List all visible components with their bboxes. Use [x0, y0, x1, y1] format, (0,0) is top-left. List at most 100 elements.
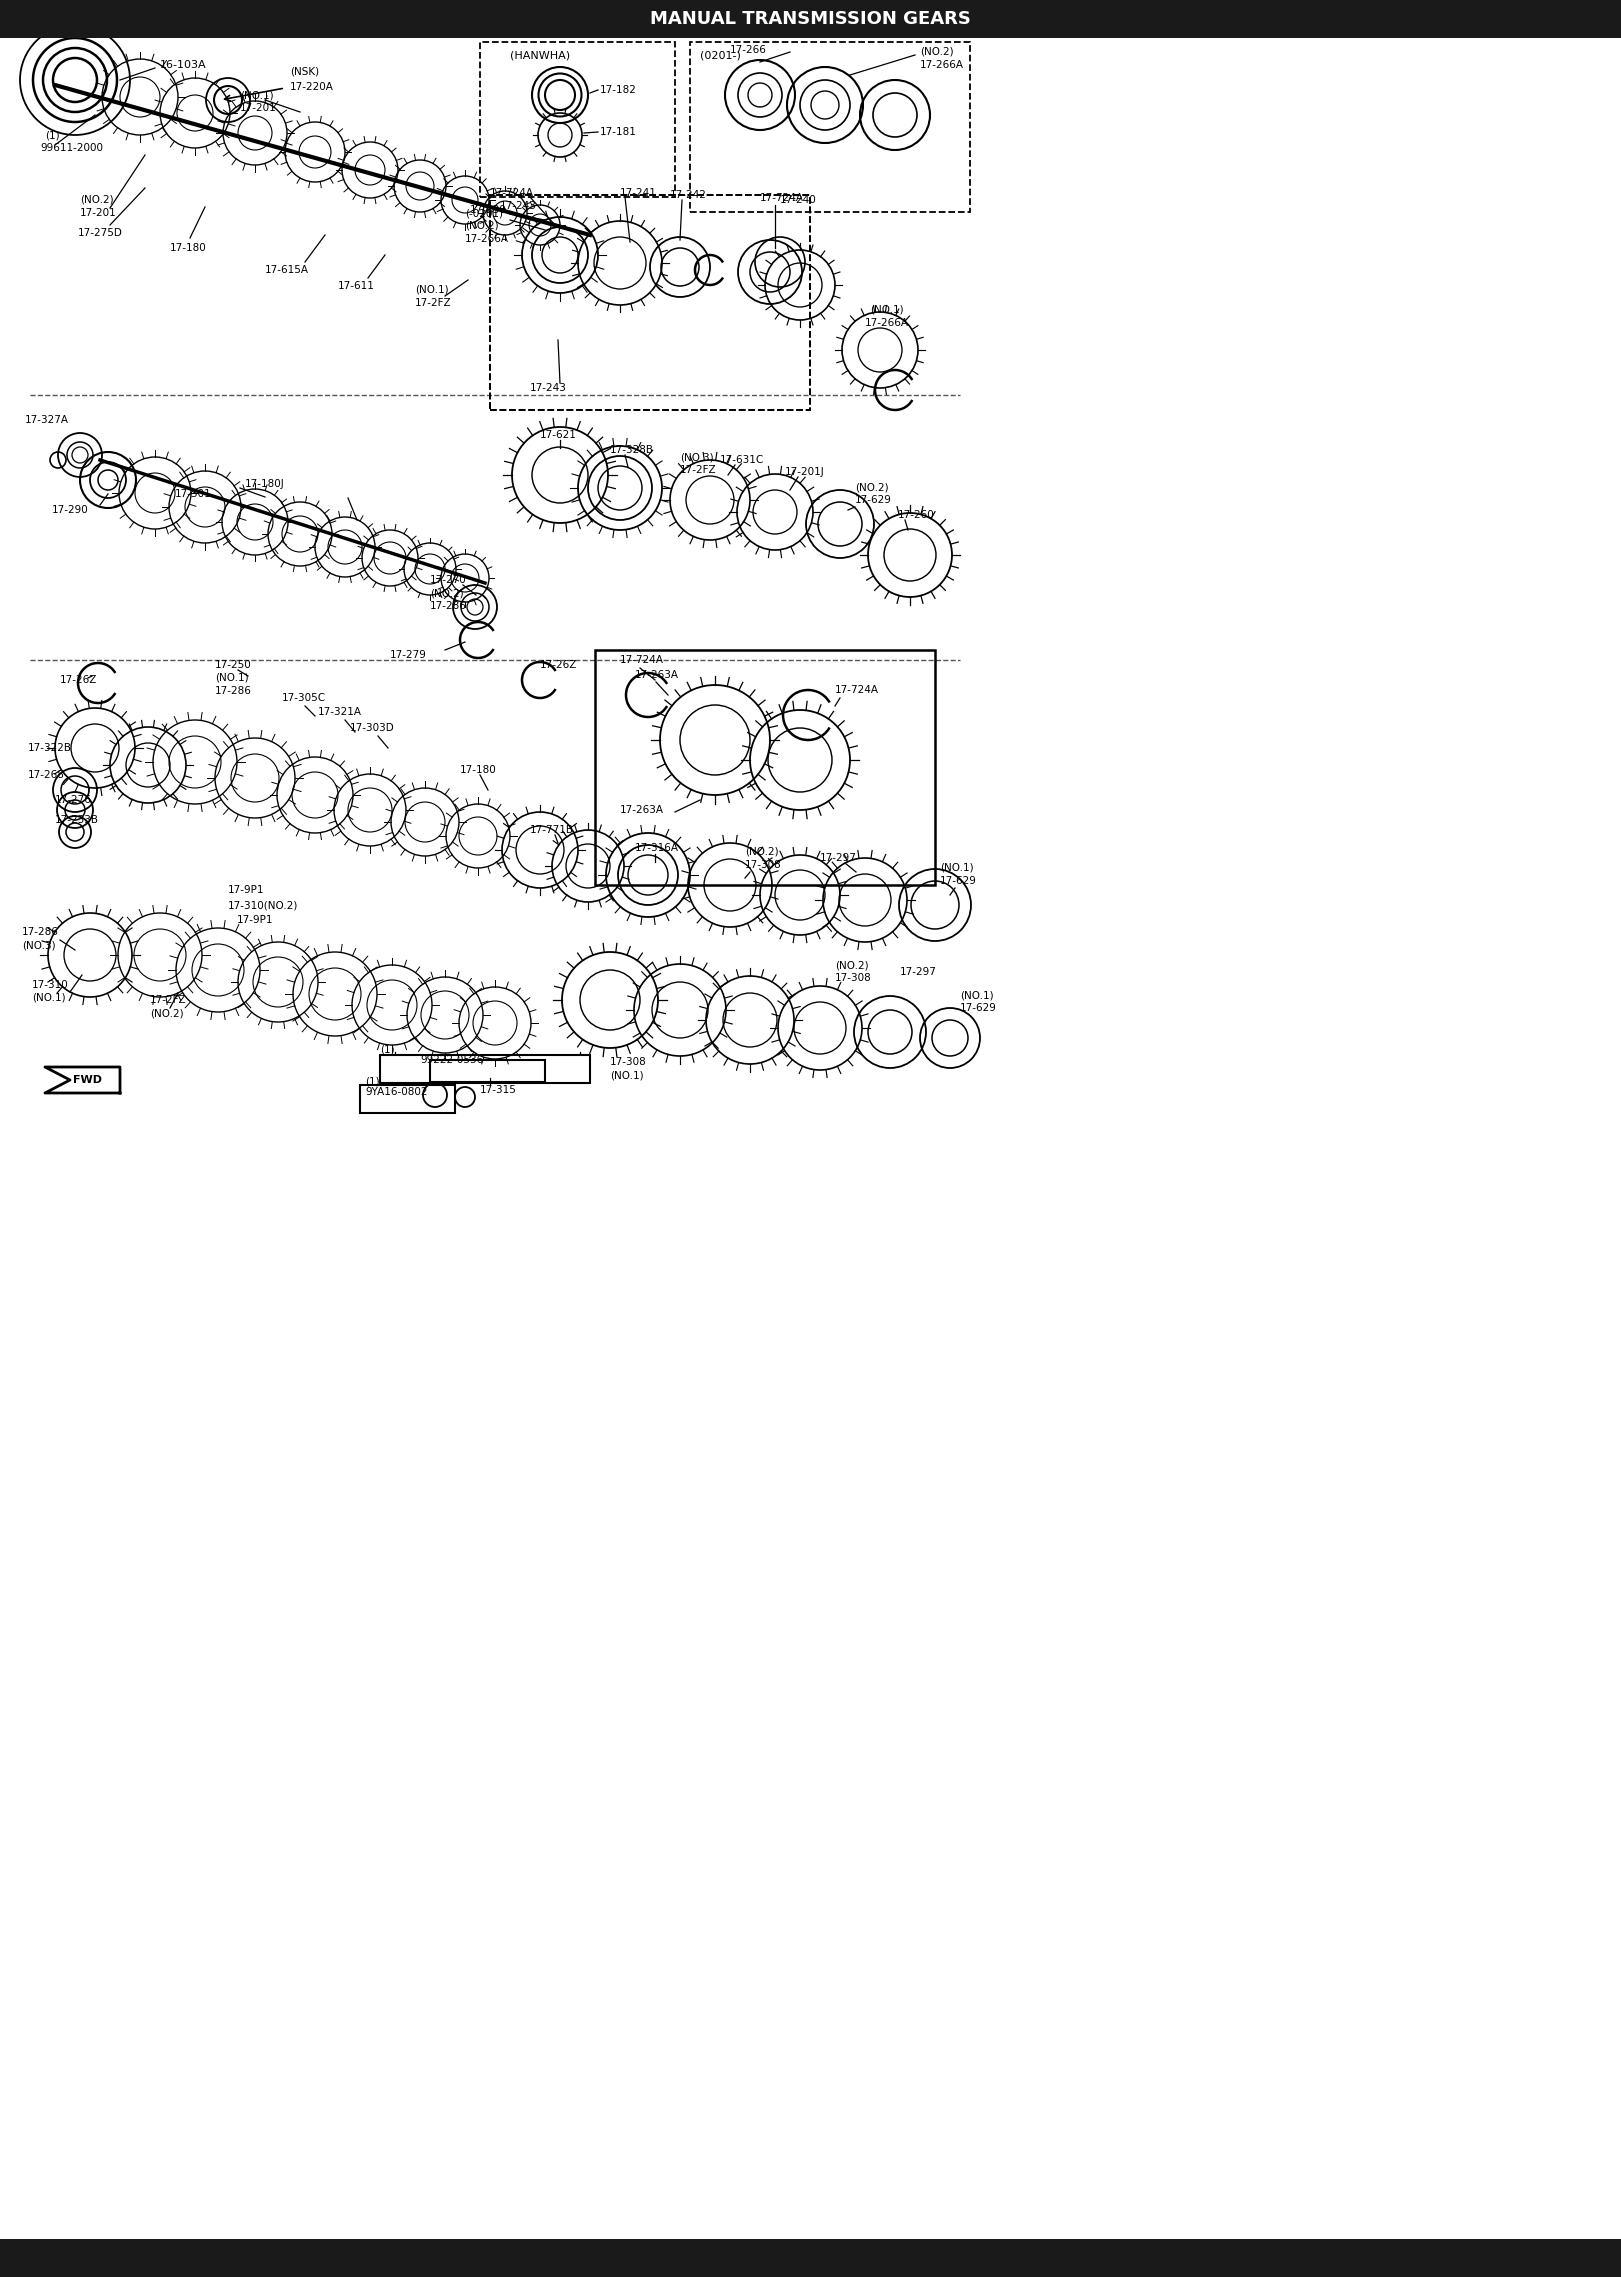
- Text: (NO.2): (NO.2): [921, 48, 953, 57]
- Text: 17-240: 17-240: [780, 196, 817, 205]
- Text: 17-230: 17-230: [470, 205, 507, 214]
- Text: 17-243: 17-243: [530, 383, 567, 394]
- Text: 17-268: 17-268: [28, 770, 65, 781]
- Text: 17-301: 17-301: [175, 490, 212, 499]
- Text: 16-103A: 16-103A: [160, 59, 206, 71]
- Text: (NO.2): (NO.2): [835, 961, 869, 970]
- Bar: [379, 1054, 590, 1084]
- Text: 17-286: 17-286: [430, 601, 467, 610]
- Text: (NO.2): (NO.2): [79, 196, 113, 205]
- Bar: [0, 0, 1621, 39]
- Polygon shape: [45, 1068, 120, 1093]
- Text: 17-316A: 17-316A: [635, 842, 679, 854]
- Text: 17-310(NO.2): 17-310(NO.2): [229, 899, 298, 911]
- Text: 9YA16-0802: 9YA16-0802: [365, 1086, 428, 1098]
- Text: 99222-0536: 99222-0536: [420, 1054, 483, 1066]
- Text: (NO.1): (NO.1): [960, 990, 994, 1000]
- Text: 17-180: 17-180: [460, 765, 496, 774]
- Text: 17-724A: 17-724A: [619, 656, 665, 665]
- Text: 17-631C: 17-631C: [720, 455, 763, 465]
- Text: (NO.2): (NO.2): [465, 221, 499, 230]
- Text: 17-180J: 17-180J: [245, 478, 285, 490]
- Text: 17-9P1: 17-9P1: [229, 886, 264, 895]
- Text: 17-266: 17-266: [729, 46, 767, 55]
- Text: 17-629: 17-629: [960, 1002, 997, 1013]
- Text: 99611-2000: 99611-2000: [41, 143, 104, 153]
- Text: 17-290: 17-290: [52, 505, 89, 515]
- Bar: [430, 1061, 545, 1082]
- Text: 17-26Z: 17-26Z: [540, 660, 577, 669]
- Text: 17-2FZ: 17-2FZ: [679, 465, 716, 476]
- Text: 17-321A: 17-321A: [318, 706, 361, 717]
- Text: (NSK): (NSK): [290, 66, 319, 77]
- Text: 17-305C: 17-305C: [282, 692, 326, 704]
- Text: 17-276: 17-276: [55, 795, 92, 806]
- Bar: [490, 196, 810, 410]
- Text: (NO.3): (NO.3): [23, 940, 55, 952]
- Text: (NO.3): (NO.3): [679, 453, 713, 462]
- Text: 17-233B: 17-233B: [55, 815, 99, 824]
- Text: (NO.1): (NO.1): [240, 91, 274, 100]
- Text: 17-629: 17-629: [854, 494, 892, 505]
- Text: 17-266A: 17-266A: [921, 59, 964, 71]
- Text: 17-2FZ: 17-2FZ: [415, 298, 452, 307]
- Text: (NO.2): (NO.2): [430, 587, 464, 599]
- Text: 17-201J: 17-201J: [785, 467, 825, 476]
- Text: 17-629: 17-629: [940, 877, 977, 886]
- Text: 17-308: 17-308: [835, 972, 872, 984]
- Text: 17-266A: 17-266A: [866, 319, 909, 328]
- Text: 17-2FZ: 17-2FZ: [151, 995, 186, 1004]
- Text: 17-286: 17-286: [23, 927, 58, 938]
- Text: 17-322B: 17-322B: [28, 742, 71, 754]
- Text: 17-201: 17-201: [79, 207, 117, 219]
- Bar: [360, 1086, 456, 1113]
- Text: (1): (1): [379, 1045, 394, 1054]
- Text: 17-615A: 17-615A: [264, 264, 310, 276]
- Text: 17-241: 17-241: [619, 189, 657, 198]
- Text: 17-201: 17-201: [240, 102, 277, 114]
- Text: 17-297: 17-297: [820, 854, 858, 863]
- Text: MANUAL TRANSMISSION GEARS: MANUAL TRANSMISSION GEARS: [650, 9, 971, 27]
- Text: (NO.1): (NO.1): [216, 674, 248, 683]
- Bar: [691, 41, 969, 212]
- Text: (NO.1): (NO.1): [609, 1070, 644, 1079]
- Text: 17-303D: 17-303D: [350, 724, 396, 733]
- Text: 17-266A: 17-266A: [465, 235, 509, 244]
- Text: (NO.2): (NO.2): [746, 847, 778, 856]
- Text: 17-270: 17-270: [430, 576, 467, 585]
- Text: 17-308: 17-308: [746, 861, 781, 870]
- Text: 17-242: 17-242: [669, 189, 707, 200]
- Text: (NO.1): (NO.1): [415, 285, 449, 296]
- Text: 17-621: 17-621: [540, 430, 577, 439]
- Text: 17-250: 17-250: [216, 660, 251, 669]
- Text: 17-771B: 17-771B: [530, 824, 574, 836]
- Text: 17-9P1: 17-9P1: [237, 915, 274, 924]
- Text: FWD: FWD: [73, 1075, 102, 1086]
- Text: 17-26Z: 17-26Z: [60, 674, 97, 685]
- Text: (1): (1): [365, 1077, 379, 1086]
- Text: (-0201): (-0201): [465, 207, 503, 219]
- Text: 17-243: 17-243: [499, 200, 537, 212]
- Bar: [595, 649, 935, 886]
- Text: (0201-): (0201-): [700, 50, 741, 59]
- Text: 17-724A: 17-724A: [760, 194, 804, 203]
- Text: (HANWHA): (HANWHA): [511, 50, 571, 59]
- Text: 17-263A: 17-263A: [619, 806, 665, 815]
- Text: (NO.2): (NO.2): [854, 483, 888, 492]
- Text: 17-328B: 17-328B: [609, 444, 653, 455]
- Text: (NO.1): (NO.1): [940, 863, 974, 872]
- Text: 17-180: 17-180: [170, 244, 207, 253]
- Text: 17-275D: 17-275D: [78, 228, 123, 239]
- Bar: [480, 41, 674, 198]
- Text: 17-724A: 17-724A: [490, 189, 533, 198]
- Text: (1): (1): [45, 130, 60, 139]
- Text: 17-724A: 17-724A: [835, 685, 879, 694]
- Text: 17-260: 17-260: [898, 510, 935, 519]
- Text: (NO.1): (NO.1): [870, 305, 903, 314]
- Text: 17-279: 17-279: [391, 649, 426, 660]
- Text: 17-310: 17-310: [32, 979, 68, 990]
- Text: (NO.2): (NO.2): [151, 1009, 183, 1018]
- Bar: [0, 2238, 1621, 2277]
- Text: 17-220A: 17-220A: [290, 82, 334, 91]
- Text: 17-327A: 17-327A: [24, 414, 70, 426]
